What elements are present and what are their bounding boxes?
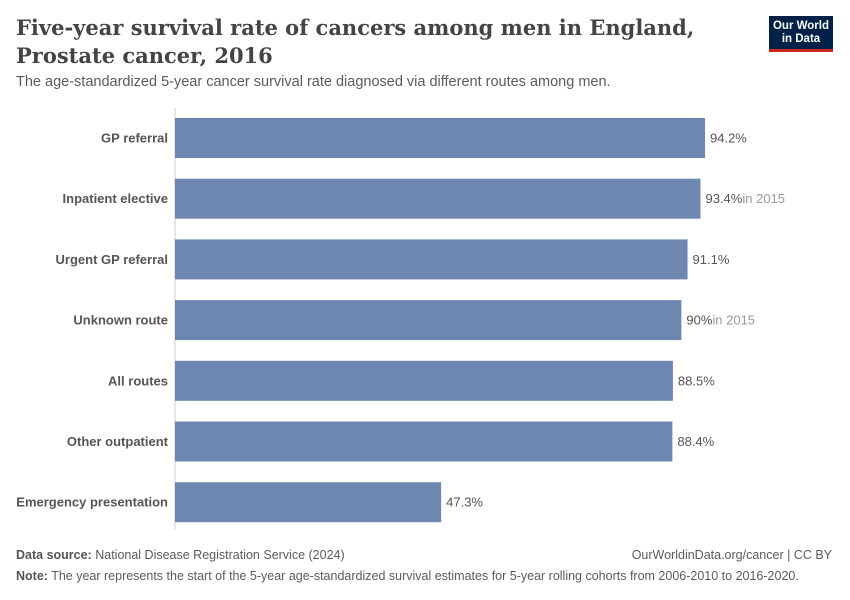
year-annotation: in 2015 (712, 313, 755, 328)
bar (175, 178, 701, 219)
value-label: 47.3% (446, 495, 483, 510)
category-label: Unknown route (73, 313, 168, 328)
value-label: 88.4% (677, 434, 714, 449)
category-label: Inpatient elective (63, 191, 168, 206)
data-source: Data source: National Disease Registrati… (16, 548, 345, 562)
category-label: GP referral (101, 131, 168, 146)
chart-title: Five-year survival rate of cancers among… (16, 15, 695, 68)
owid-logo[interactable]: Our World in Data (769, 16, 833, 52)
value-label: 93.4%in 2015 (705, 191, 785, 206)
source-link[interactable]: OurWorldinData.org/cancer | CC BY (631, 548, 832, 562)
value-label: 91.1% (693, 252, 730, 267)
bar (175, 118, 705, 158)
category-label: All routes (108, 373, 168, 388)
category-label: Other outpatient (67, 434, 169, 449)
category-label: Emergency presentation (16, 495, 168, 510)
bar (175, 360, 673, 401)
value-label: 94.2% (710, 131, 747, 146)
note: Note: The year represents the start of t… (16, 569, 799, 583)
bar (175, 482, 442, 523)
bar (175, 239, 688, 280)
category-label: Urgent GP referral (56, 252, 168, 267)
bar (175, 300, 682, 341)
year-annotation: in 2015 (742, 191, 785, 206)
bar (175, 421, 673, 462)
chart-subtitle: The age-standardized 5-year cancer survi… (16, 74, 611, 90)
value-label: 90%in 2015 (686, 313, 755, 328)
value-label: 88.5% (678, 373, 715, 388)
